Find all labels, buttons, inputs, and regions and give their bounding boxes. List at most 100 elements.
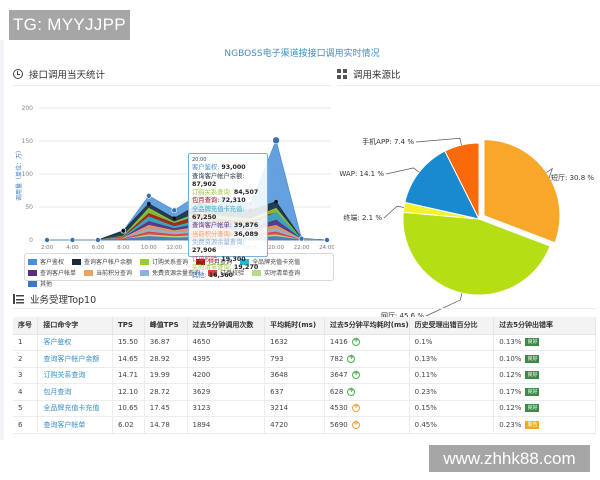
y-tick-label: 100 xyxy=(22,171,34,178)
status-badge: 良好 xyxy=(525,371,540,380)
legend-item[interactable]: 实时清单查询 xyxy=(252,267,300,278)
legend-label: 查询客户帐单 xyxy=(40,270,77,277)
right-panel-title: 调用来源比 xyxy=(353,70,401,81)
row-number: 3 xyxy=(13,367,39,384)
data-point[interactable] xyxy=(121,228,126,233)
tooltip-value: 87,902 xyxy=(192,180,217,188)
legend-item[interactable]: 查询客户帐单 xyxy=(28,267,76,278)
avg-latency-value: 3648 xyxy=(264,367,325,384)
legend-item[interactable]: 包月查询 xyxy=(196,256,232,267)
legend-swatch xyxy=(28,258,37,265)
plus-circle-ok-icon xyxy=(351,369,360,380)
pie-slice[interactable] xyxy=(483,139,561,244)
tooltip-time: 20:00 xyxy=(192,157,207,163)
dashboard-page: NGBOSS电子渠道按接口调用实时情况 接口调用当天统计 调用来源比 0 50 10… xyxy=(0,40,600,440)
avg-latency-5min-value: 782 xyxy=(324,350,410,368)
pie-slice[interactable] xyxy=(444,142,480,220)
legend-item[interactable]: 客户鉴权 xyxy=(28,256,64,267)
avg-latency-value: 4720 xyxy=(264,416,325,434)
tooltip-row: 订单校验: 19,300 xyxy=(192,256,264,264)
tooltip-row: 包月查询: 72,310 xyxy=(192,197,264,205)
divider xyxy=(13,85,331,86)
pie-label: WAP: 14.1 % xyxy=(339,170,384,178)
tooltip-series-name: 客户鉴权: xyxy=(192,164,222,172)
history-error-rate: 0.1% xyxy=(409,334,495,351)
data-point[interactable] xyxy=(172,216,177,221)
interface-name-link[interactable]: 包月查询 xyxy=(37,383,113,401)
watermark-bottom: www.zhhk88.com xyxy=(429,445,590,472)
data-point[interactable] xyxy=(147,201,151,206)
data-point[interactable] xyxy=(298,235,305,242)
interface-name-link[interactable]: 查询客户帐户余额 xyxy=(37,350,113,368)
legend-item[interactable]: 查询客户帐户余额 xyxy=(72,256,132,267)
interface-name-link[interactable]: 订购关系查询 xyxy=(37,367,113,384)
chart-tooltip: 20:00 客户鉴权: 93,000 查询客户帐户余额: 87,902 订购关系查询:… xyxy=(188,153,268,279)
column-header[interactable]: 平均耗时(ms) xyxy=(264,317,325,335)
legend-label: 其他 xyxy=(40,281,53,288)
error-rate-5min: 0.12% 良好 xyxy=(493,400,596,417)
legend-item[interactable]: 订购关系查询 xyxy=(140,256,188,267)
column-header[interactable]: 过去5分钟出错率 xyxy=(493,317,596,335)
column-header[interactable]: 历史受理出错百分比 xyxy=(409,317,495,335)
pie-slice[interactable] xyxy=(402,211,551,296)
tooltip-series-name: 查询客户帐户余额: xyxy=(192,172,245,180)
tooltip-value: 84,507 xyxy=(233,189,259,197)
calls-5min-value: 3629 xyxy=(187,383,266,401)
data-point[interactable] xyxy=(171,207,178,214)
x-tick-label: 20:00 xyxy=(268,245,284,251)
tooltip-series-name: 订单校验: xyxy=(192,255,222,263)
interface-name-link[interactable]: 客户鉴权 xyxy=(37,334,113,351)
peak-tps-value: 28.72 xyxy=(144,383,188,401)
legend-label: 查询客户帐户余额 xyxy=(84,259,133,266)
peak-tps-value: 19.99 xyxy=(144,367,188,384)
legend-item[interactable]: 订单校验 xyxy=(208,267,244,278)
status-badge: 良好 xyxy=(525,338,540,347)
tps-value: 6.02 xyxy=(112,416,145,434)
column-header[interactable]: 峰值TPS xyxy=(144,317,188,335)
plus-circle-ok-icon xyxy=(347,353,356,363)
legend-item[interactable]: 免费资源余量查询 xyxy=(140,267,200,278)
avg-latency-value: 3214 xyxy=(264,400,325,417)
interface-name-link[interactable]: 查询客户帐单 xyxy=(37,416,113,434)
column-header[interactable]: 序号 xyxy=(13,317,39,335)
legend-label: 实时清单查询 xyxy=(264,270,301,277)
column-header[interactable]: 过去5分钟平均耗时(ms) xyxy=(324,317,410,335)
avg-latency-value: 637 xyxy=(264,383,325,401)
avg-latency-5min-value: 1416 xyxy=(324,334,410,351)
tooltip-series-name: 包月查询: xyxy=(192,197,222,205)
watermark-top: TG: MYYJJPP xyxy=(9,10,130,40)
legend-label: 免费资源余量查询 xyxy=(152,270,201,277)
legend-swatch xyxy=(208,269,218,276)
legend-swatch xyxy=(240,258,250,265)
left-panel-title: 接口调用当天统计 xyxy=(29,70,106,81)
legend-item[interactable]: 其他 xyxy=(28,278,52,289)
calls-5min-value: 3123 xyxy=(187,400,266,417)
pie-slice[interactable] xyxy=(404,150,480,220)
data-point[interactable] xyxy=(324,237,330,243)
legend-item[interactable]: 当前积分查询 xyxy=(84,267,132,278)
plus-circle-warn-icon xyxy=(351,419,360,429)
interface-name-link[interactable]: 全品牌充值卡充值 xyxy=(37,400,113,417)
right-panel-header: 调用来源比 xyxy=(337,67,401,81)
divider xyxy=(337,85,600,86)
pie-chart[interactable]: 短厅: 30.8 % 网厅: 45.6 % 终端: 2.1 % WAP: 14.1 %… xyxy=(339,92,600,332)
data-point[interactable] xyxy=(95,237,101,243)
chart-legend: 客户鉴权 查询客户帐户余额 订购关系查询 包月查询 全品牌充值卡充值查询客户帐单 当前积分… xyxy=(24,253,334,288)
y-tick-label: 0 xyxy=(29,237,33,244)
data-point[interactable] xyxy=(69,237,76,243)
legend-item[interactable]: 全品牌充值卡充值 xyxy=(240,256,300,267)
column-header[interactable]: 过去5分钟调用次数 xyxy=(187,317,266,335)
column-header[interactable]: 接口命令字 xyxy=(37,317,113,335)
legend-swatch xyxy=(72,258,82,265)
data-point[interactable] xyxy=(44,237,50,243)
column-header[interactable]: TPS xyxy=(112,317,145,335)
data-point[interactable] xyxy=(272,136,280,145)
table-row: 3订购关系查询14.7119.994200364836470.11%0.12%良… xyxy=(13,367,596,384)
data-point[interactable] xyxy=(146,192,152,199)
clock-icon xyxy=(13,69,23,79)
tps-value: 15.50 xyxy=(112,334,145,351)
tooltip-series-name: 免费资源余量查询: xyxy=(192,238,245,246)
data-point[interactable] xyxy=(274,199,278,204)
